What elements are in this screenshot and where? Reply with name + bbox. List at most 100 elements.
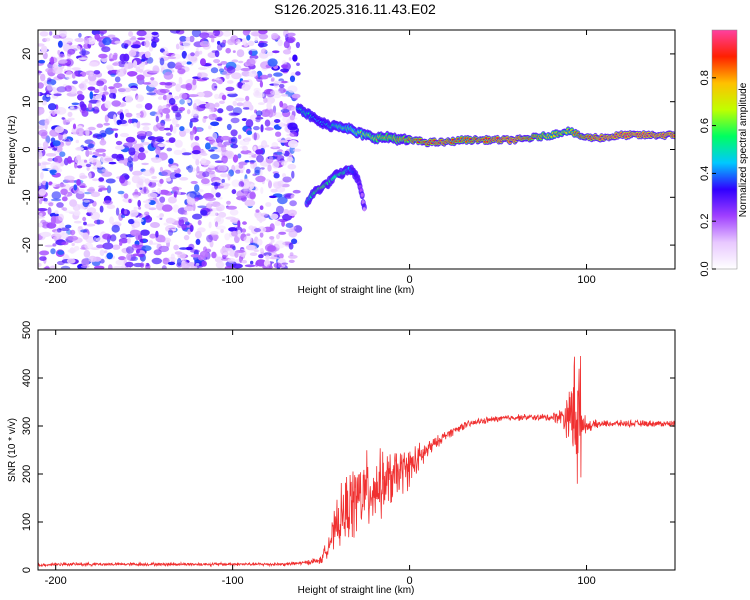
noise-speck xyxy=(159,88,170,94)
noise-speck xyxy=(84,79,89,82)
noise-speck xyxy=(141,58,145,62)
noise-speck xyxy=(246,34,251,41)
noise-speck xyxy=(256,154,264,163)
noise-speck xyxy=(243,187,248,196)
noise-speck xyxy=(241,228,247,233)
snr-plot-area xyxy=(38,330,675,570)
noise-speck xyxy=(168,97,176,106)
noise-speck xyxy=(144,40,150,48)
noise-speck xyxy=(119,112,125,121)
noise-speck xyxy=(151,157,162,163)
noise-speck xyxy=(277,39,283,47)
noise-speck xyxy=(282,213,292,221)
noise-speck xyxy=(175,123,180,128)
noise-speck xyxy=(102,242,114,250)
y-tick-label: 400 xyxy=(21,369,33,387)
noise-speck xyxy=(215,216,222,223)
noise-speck xyxy=(220,61,228,65)
noise-speck xyxy=(128,118,133,124)
noise-speck xyxy=(42,141,49,149)
noise-speck xyxy=(59,151,66,157)
noise-speck xyxy=(88,61,99,67)
noise-speck xyxy=(72,80,78,85)
noise-speck xyxy=(203,116,208,119)
noise-speck xyxy=(85,149,90,157)
noise-speck xyxy=(132,253,140,257)
noise-speck xyxy=(240,170,244,174)
noise-speck xyxy=(150,222,160,228)
noise-speck xyxy=(199,40,210,47)
noise-speck xyxy=(237,229,241,238)
noise-speck xyxy=(182,39,191,48)
noise-speck xyxy=(248,70,258,78)
noise-speck xyxy=(214,50,220,58)
noise-speck xyxy=(259,248,264,253)
noise-speck xyxy=(253,132,257,141)
noise-speck xyxy=(143,36,154,41)
noise-speck xyxy=(278,160,289,163)
noise-speck xyxy=(106,252,113,260)
noise-speck xyxy=(129,209,139,217)
noise-speck xyxy=(142,169,154,177)
noise-speck xyxy=(249,104,254,111)
noise-speck xyxy=(87,86,96,91)
noise-speck xyxy=(126,253,132,261)
noise-speck xyxy=(54,210,59,215)
noise-speck xyxy=(224,233,231,241)
noise-speck xyxy=(145,262,150,267)
noise-speck xyxy=(109,216,114,225)
noise-speck xyxy=(114,40,122,44)
noise-speck xyxy=(83,159,88,163)
noise-speck xyxy=(228,112,240,117)
noise-speck xyxy=(281,94,289,97)
noise-speck xyxy=(80,265,90,269)
noise-speck xyxy=(85,163,92,168)
noise-speck xyxy=(190,180,198,185)
noise-speck xyxy=(64,210,74,213)
noise-speck xyxy=(70,105,74,110)
noise-speck xyxy=(269,195,277,199)
noise-speck xyxy=(296,62,300,66)
noise-speck xyxy=(187,164,193,173)
noise-speck xyxy=(197,219,202,226)
noise-speck xyxy=(78,83,85,89)
noise-speck xyxy=(193,103,197,111)
noise-speck xyxy=(288,259,295,263)
noise-speck xyxy=(179,35,187,42)
noise-speck xyxy=(188,266,197,269)
snr-panel: -200 -100 0 100 0 100 200 300 400 500 Height of … xyxy=(7,321,676,596)
colorbar-tick-label: 0.6 xyxy=(699,118,711,133)
noise-speck xyxy=(265,144,270,148)
noise-speck xyxy=(88,102,93,111)
noise-speck xyxy=(88,186,95,194)
noise-speck xyxy=(80,184,87,189)
noise-speck xyxy=(62,37,74,44)
noise-speck xyxy=(173,191,177,199)
noise-speck xyxy=(114,132,118,138)
noise-speck xyxy=(64,175,75,181)
noise-speck xyxy=(57,250,65,256)
noise-speck xyxy=(200,152,208,156)
noise-speck xyxy=(270,238,275,243)
noise-speck xyxy=(96,244,105,249)
noise-speck xyxy=(46,222,57,229)
noise-speck xyxy=(93,237,98,243)
noise-speck xyxy=(140,141,151,146)
noise-speck xyxy=(106,185,112,194)
noise-speck xyxy=(249,245,257,251)
noise-speck xyxy=(73,220,82,224)
noise-speck xyxy=(210,231,219,236)
noise-speck xyxy=(88,255,97,263)
noise-speck xyxy=(194,135,200,141)
noise-speck xyxy=(60,265,71,269)
noise-speck xyxy=(96,123,104,128)
noise-speck xyxy=(115,207,120,216)
noise-speck xyxy=(260,124,264,133)
noise-speck xyxy=(125,112,133,118)
y-tick-label: 500 xyxy=(21,321,33,339)
noise-speck xyxy=(47,207,52,215)
noise-speck xyxy=(133,194,139,199)
noise-speck xyxy=(117,190,125,195)
